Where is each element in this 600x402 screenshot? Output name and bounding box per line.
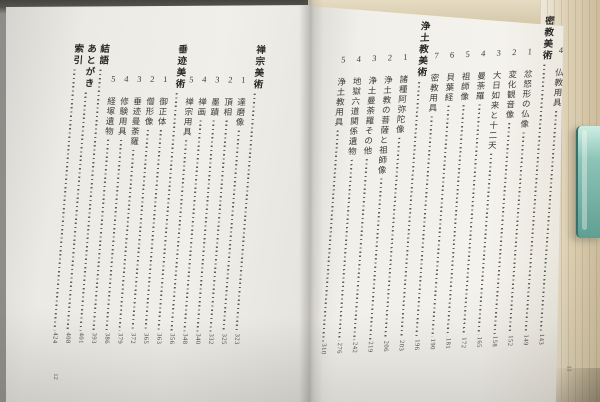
toc-entry-label: 1 御正体 (156, 74, 171, 128)
toc-entry-page-number: 323 (232, 333, 241, 345)
teal-bookmark-object (576, 126, 600, 238)
toc-entry-label: 6 貝葉経 (443, 49, 458, 103)
toc-entry-label: 結語 (96, 43, 109, 67)
toc-entry-label: 4 修験用具 (116, 73, 132, 137)
toc-entry-page-number: 408 (64, 332, 72, 344)
toc-entry-page-number: 196 (412, 338, 421, 351)
dotted-leader (353, 159, 369, 340)
left-page (6, 4, 310, 402)
dotted-leader (368, 178, 383, 340)
toc-entry-page-number: 152 (506, 334, 515, 347)
toc-entry-label: 5 経塚遺物 (103, 73, 119, 137)
left-page-folio: 12 (51, 373, 59, 380)
toc-entry-label: 3 垂迹曼荼羅 (129, 73, 145, 147)
toc-entry-page-number: 149 (521, 334, 530, 346)
right-page-folio: 11 (565, 365, 573, 372)
toc-entry-page-number: 219 (366, 340, 375, 353)
right-page-toc-columns: 4 仏教用具 143 密教美術 149 1 忿怒形の仏像 152 2 変化観音像… (304, 15, 568, 355)
toc-entry-page-number: 172 (459, 336, 468, 349)
toc-entry-page-number: 363 (154, 332, 163, 345)
toc-entry-page-number: 276 (335, 342, 343, 354)
toc-entry-label: あとがき (82, 43, 96, 90)
toc-entry-label: 4 地獄六道関係遺物 (346, 53, 365, 157)
toc-entry-label: 2 僧形像 (143, 73, 158, 127)
toc-entry-label: 4 曼荼羅 (474, 48, 489, 102)
toc-entry-page-number: 158 (490, 335, 499, 348)
toc-entry-page-number: 310 (319, 343, 328, 355)
toc-entry-label: 垂迹美術 (172, 44, 187, 91)
toc-entry-label: 2 浄土教の菩薩と祖師像 (376, 52, 396, 176)
toc-entry-label: 7 密教用具 (427, 50, 442, 114)
toc-entry-label: 1 達磨像 (234, 74, 249, 128)
toc-entry-label: 4 禅画 (196, 74, 210, 118)
right-page (310, 6, 564, 402)
toc-entry-page-number: 165 (475, 336, 483, 348)
toc-entry-page-number: 242 (350, 341, 359, 354)
book-gutter (299, 0, 323, 402)
toc-entry-label: 5 浄土教用具 (333, 54, 349, 128)
toc-entry-label: 3 浄土曼荼羅その他 (362, 52, 380, 157)
toc-entry-page-number: 332 (206, 333, 215, 345)
toc-entry-label: 1 忿怒形の仏像 (519, 46, 536, 130)
toc-entry-label: 2 頂相 (222, 74, 236, 118)
toc-entry-page-number: 379 (115, 332, 124, 344)
toc-entry-page-number: 181 (444, 337, 452, 350)
toc-entry-page-number: 348 (180, 333, 189, 345)
toc-entry-page-number: 143 (537, 333, 546, 346)
toc-entry-label: 3 大日如来と十二天 (486, 47, 505, 151)
toc-entry-label: 3 墨蹟 (209, 74, 223, 118)
toc-entry-page-number: 372 (128, 332, 137, 344)
toc-entry-page-number: 393 (89, 332, 98, 344)
toc-entry-label: 5 禅宗用具 (181, 74, 197, 138)
dotted-leader (337, 159, 353, 341)
toc-entry-label: 2 変化観音像 (504, 46, 520, 121)
toc-entry-page-number: 424 (51, 332, 59, 344)
toc-entry-page-number: 340 (193, 333, 202, 345)
dotted-leader (477, 153, 493, 335)
toc-entry-page-number: 206 (381, 340, 390, 352)
toc-entry-label: 5 祖師像 (459, 48, 474, 103)
toc-entry-page-number: 325 (219, 333, 228, 345)
toc-entry-page-number: 365 (141, 332, 150, 345)
toc-entry-page-number: 356 (167, 332, 176, 345)
toc-entry-label: 浄土教美術 (414, 20, 429, 79)
toc-entry-page-number: 401 (76, 332, 85, 344)
left-page-toc-columns: 禅宗美術 323 1 達磨像 325 2 頂相 332 3 墨蹟 340 4 禅… (39, 43, 264, 344)
toc-entry-label: 1 諸種阿弥陀像 (395, 51, 411, 135)
toc-entry-label: 密教美術 (540, 15, 554, 62)
toc-entry-page-number: 203 (397, 339, 406, 352)
toc-entry-label: 索引 (70, 43, 83, 67)
toc-entry-page-number: 386 (102, 332, 111, 344)
toc-entry-page-number: 190 (428, 338, 437, 350)
